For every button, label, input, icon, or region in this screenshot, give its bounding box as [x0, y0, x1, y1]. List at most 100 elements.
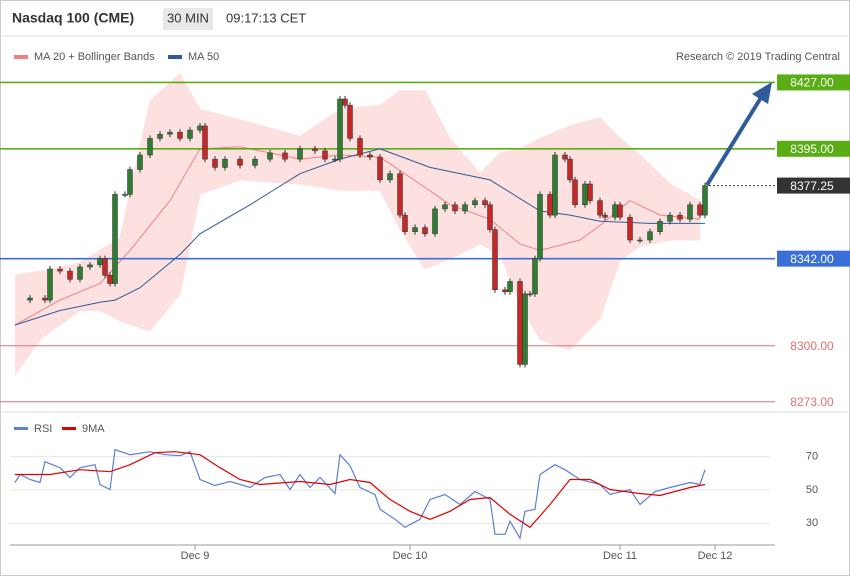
candle	[237, 158, 243, 166]
candle	[107, 274, 113, 284]
level-label: 8300.00	[790, 339, 834, 353]
ma50-line	[14, 148, 705, 326]
candle	[27, 297, 33, 301]
candle	[612, 204, 618, 218]
credit: Research © 2019 Trading Central	[676, 51, 840, 63]
candle	[252, 158, 258, 166]
candle	[387, 173, 393, 181]
candle	[432, 208, 438, 235]
candle	[547, 194, 553, 216]
candle	[597, 200, 603, 216]
rsi-line	[15, 451, 706, 529]
candle	[177, 131, 183, 139]
level-label: 8342.00	[790, 252, 834, 266]
candle	[122, 194, 128, 196]
legend-swatch	[168, 55, 182, 59]
candle	[377, 156, 383, 181]
candle	[202, 125, 208, 160]
y-tick-label: 70	[806, 451, 818, 463]
candle	[112, 194, 118, 284]
candle	[97, 258, 103, 266]
candle	[397, 173, 403, 216]
candle	[442, 204, 448, 210]
candle	[77, 266, 83, 280]
candle	[697, 204, 703, 216]
legend-swatch	[14, 55, 28, 59]
rsi-line	[14, 448, 706, 540]
candle	[322, 150, 328, 160]
candle	[47, 268, 53, 301]
arrow-head	[752, 82, 772, 104]
legend-swatch	[62, 427, 76, 430]
candle	[462, 204, 468, 212]
time: 09:17:13 CET	[226, 10, 306, 25]
candle	[367, 154, 373, 158]
candle	[482, 200, 488, 206]
candle	[42, 297, 48, 301]
candle	[637, 239, 643, 242]
candle	[522, 293, 528, 365]
level-label: 8395.00	[790, 142, 834, 156]
candle	[452, 204, 458, 212]
candle	[422, 227, 428, 235]
candle	[627, 216, 633, 241]
candle	[472, 200, 478, 206]
candle	[532, 258, 538, 295]
level-label: 8377.25	[790, 179, 834, 193]
candle	[582, 183, 588, 206]
chart-title: Nasdaq 100 (CME)	[12, 10, 134, 26]
candle	[702, 185, 708, 216]
candle	[347, 104, 353, 139]
candle	[587, 183, 593, 201]
candle	[57, 268, 63, 272]
candle	[617, 204, 623, 218]
level-box	[777, 177, 850, 194]
candle	[402, 214, 408, 232]
interval-box	[163, 8, 213, 30]
candle	[602, 214, 608, 218]
y-tick-label: 30	[806, 517, 818, 529]
level-label: 8427.00	[790, 76, 834, 90]
candle	[147, 138, 153, 156]
candle	[552, 154, 558, 216]
candle	[127, 169, 133, 195]
candle	[267, 152, 273, 160]
candle	[342, 98, 348, 106]
candle	[87, 264, 93, 268]
candle	[222, 158, 228, 168]
legend-label: RSI	[34, 423, 52, 435]
candle	[677, 214, 683, 220]
candle	[502, 289, 508, 293]
candle	[312, 148, 318, 152]
candle	[412, 227, 418, 232]
x-tick-label: Dec 10	[393, 550, 428, 562]
ma20-line	[14, 146, 701, 326]
candle	[657, 221, 663, 232]
candle	[187, 129, 193, 139]
candle	[197, 125, 203, 131]
x-tick-label: Dec 9	[181, 550, 210, 562]
legend-swatch	[14, 427, 28, 430]
candle	[562, 154, 568, 160]
candle	[647, 231, 653, 241]
candle	[212, 158, 218, 168]
legend-label: MA 50	[188, 51, 219, 63]
level-box	[777, 140, 850, 157]
legend-label: 9MA	[82, 423, 105, 435]
level-box	[777, 74, 850, 91]
y-tick-label: 50	[806, 484, 818, 496]
candle	[67, 270, 73, 280]
candle	[572, 179, 578, 206]
candle	[507, 281, 513, 293]
candle	[537, 194, 543, 259]
candle	[297, 148, 303, 160]
candle	[517, 281, 523, 365]
candle	[687, 204, 693, 220]
candle	[157, 134, 163, 139]
interval: 30 MIN	[167, 10, 209, 25]
candle	[337, 98, 343, 160]
candle	[137, 154, 143, 170]
x-tick-label: Dec 11	[603, 550, 637, 562]
plot: 8427.00 8395.00 8377.25 8342.00 8300.00 8273.…	[0, 73, 850, 562]
